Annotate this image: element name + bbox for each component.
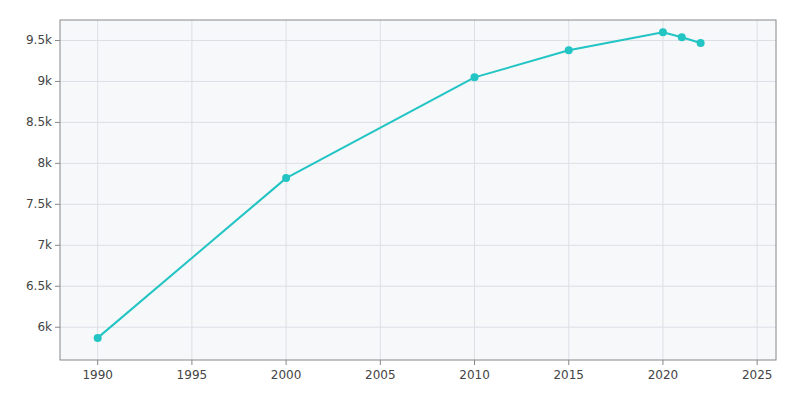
marker xyxy=(94,334,102,342)
x-grid-line xyxy=(191,20,192,360)
chart-container: 6k 6.5k 7k 7.5k 8k 8.5k 9k 9.5k 1990 1995 2000 2005… xyxy=(0,0,800,400)
data-layer xyxy=(94,28,705,342)
x-tick xyxy=(757,360,758,365)
marker xyxy=(659,28,667,36)
x-tick-label: 1995 xyxy=(177,368,208,382)
y-tick-label: 6k xyxy=(37,320,52,334)
x-tick xyxy=(474,360,475,365)
y-grid-line xyxy=(60,122,776,123)
y-grid-line xyxy=(60,245,776,246)
x-tick xyxy=(380,360,381,365)
x-tick-label: 2015 xyxy=(553,368,584,382)
x-grid-line xyxy=(662,20,663,360)
x-tick-label: 2000 xyxy=(271,368,302,382)
y-tick-label: 7.5k xyxy=(26,197,52,211)
y-tick xyxy=(55,122,60,123)
y-tick-label: 9.5k xyxy=(26,33,52,47)
line xyxy=(98,32,701,338)
x-grid-line xyxy=(757,20,758,360)
x-grid-line xyxy=(568,20,569,360)
x-grid-line xyxy=(97,20,98,360)
y-tick-label: 8.5k xyxy=(26,115,52,129)
y-tick xyxy=(55,286,60,287)
x-grid-line xyxy=(286,20,287,360)
x-tick-label: 2005 xyxy=(365,368,396,382)
x-tick xyxy=(286,360,287,365)
y-tick xyxy=(55,40,60,41)
y-tick xyxy=(55,163,60,164)
marker xyxy=(565,46,573,54)
x-tick-label: 2025 xyxy=(742,368,773,382)
y-grid-line xyxy=(60,81,776,82)
marker xyxy=(678,33,686,41)
axes: 6k 6.5k 7k 7.5k 8k 8.5k 9k 9.5k 1990 1995 2000 2005… xyxy=(26,20,776,382)
y-tick xyxy=(55,327,60,328)
marker xyxy=(697,39,705,47)
y-tick-label: 9k xyxy=(37,74,52,88)
y-tick-label: 7k xyxy=(37,238,52,252)
x-grid-line xyxy=(474,20,475,360)
y-grid-line xyxy=(60,286,776,287)
x-tick-label: 1990 xyxy=(82,368,113,382)
y-grid-line xyxy=(60,204,776,205)
x-tick xyxy=(568,360,569,365)
marker xyxy=(282,174,290,182)
chart-svg: 6k 6.5k 7k 7.5k 8k 8.5k 9k 9.5k 1990 1995 2000 2005… xyxy=(0,0,800,400)
marker xyxy=(471,73,479,81)
x-tick xyxy=(662,360,663,365)
y-tick-label: 6.5k xyxy=(26,279,52,293)
y-tick xyxy=(55,204,60,205)
y-grid-line xyxy=(60,40,776,41)
y-tick xyxy=(55,245,60,246)
y-grid-line xyxy=(60,327,776,328)
y-tick-label: 8k xyxy=(37,156,52,170)
x-grid-line xyxy=(380,20,381,360)
y-tick xyxy=(55,81,60,82)
plot-background xyxy=(60,20,776,360)
x-tick xyxy=(97,360,98,365)
x-tick-label: 2020 xyxy=(648,368,679,382)
x-tick-label: 2010 xyxy=(459,368,490,382)
y-grid-line xyxy=(60,163,776,164)
grid xyxy=(60,20,776,360)
plot-frame xyxy=(60,20,776,360)
x-tick xyxy=(191,360,192,365)
